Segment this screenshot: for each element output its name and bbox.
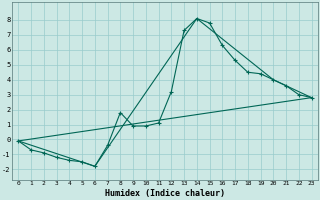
X-axis label: Humidex (Indice chaleur): Humidex (Indice chaleur) bbox=[105, 189, 225, 198]
